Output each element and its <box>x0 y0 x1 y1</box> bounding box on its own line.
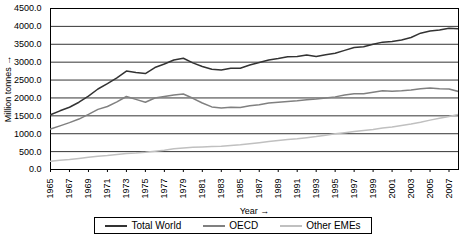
svg-text:Year →: Year → <box>240 206 270 216</box>
svg-text:1991: 1991 <box>292 179 302 199</box>
svg-text:1500.0: 1500.0 <box>14 111 42 121</box>
html-text:Total World: Total World <box>131 220 182 231</box>
svg-text:1971: 1971 <box>102 179 112 199</box>
svg-text:4500.0: 4500.0 <box>14 3 42 13</box>
svg-text:1979: 1979 <box>178 179 188 199</box>
html-text:Other EMEs: Other EMEs <box>306 220 361 231</box>
svg-text:Million tonnes →: Million tonnes → <box>3 56 13 123</box>
svg-text:4000.0: 4000.0 <box>14 21 42 31</box>
svg-text:2500.0: 2500.0 <box>14 75 42 85</box>
svg-text:2007: 2007 <box>444 179 454 199</box>
svg-text:1969: 1969 <box>83 179 93 199</box>
svg-text:1987: 1987 <box>254 179 264 199</box>
svg-text:2001: 2001 <box>387 179 397 199</box>
svg-text:3000.0: 3000.0 <box>14 57 42 67</box>
svg-text:1967: 1967 <box>64 179 74 199</box>
svg-text:1985: 1985 <box>235 179 245 199</box>
svg-text:0.0: 0.0 <box>29 164 42 174</box>
svg-text:1965: 1965 <box>45 179 55 199</box>
svg-text:1973: 1973 <box>121 179 131 199</box>
svg-text:1993: 1993 <box>311 179 321 199</box>
svg-text:1999: 1999 <box>368 179 378 199</box>
svg-text:1975: 1975 <box>140 179 150 199</box>
svg-text:1983: 1983 <box>216 179 226 199</box>
svg-text:2003: 2003 <box>406 179 416 199</box>
svg-text:1997: 1997 <box>349 179 359 199</box>
svg-text:2005: 2005 <box>425 179 435 199</box>
html-text:OECD: OECD <box>229 220 259 231</box>
svg-text:1995: 1995 <box>330 179 340 199</box>
svg-text:1989: 1989 <box>273 179 283 199</box>
svg-text:2000.0: 2000.0 <box>14 93 42 103</box>
svg-text:3500.0: 3500.0 <box>14 39 42 49</box>
svg-text:1981: 1981 <box>197 179 207 199</box>
svg-text:500.0: 500.0 <box>19 146 42 156</box>
svg-text:1977: 1977 <box>159 179 169 199</box>
svg-text:1000.0: 1000.0 <box>14 129 42 139</box>
